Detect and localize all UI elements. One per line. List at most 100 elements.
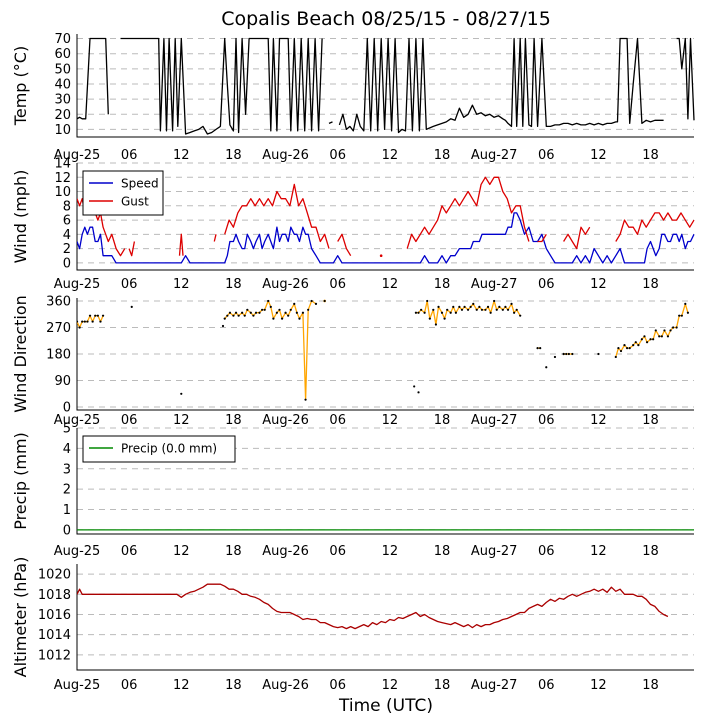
direction-xtick-label: 18 — [434, 413, 451, 428]
direction-marker — [180, 392, 183, 395]
direction-marker — [275, 311, 278, 314]
panel-direction: 0 90 180 270 360 Aug-25 06 12 18 Aug-26 06 12 18 Aug-… — [11, 294, 694, 428]
direction-marker — [77, 320, 79, 323]
direction-marker — [432, 308, 435, 311]
direction-marker — [280, 317, 284, 320]
direction-marker — [101, 314, 105, 317]
temp-line — [338, 37, 664, 134]
direction-ytick-label: 0 — [63, 401, 71, 416]
direction-marker — [562, 352, 565, 356]
direction-marker — [669, 329, 672, 332]
direction-plot-area — [77, 299, 690, 401]
precip-ytick-label: 2 — [63, 483, 71, 498]
altimeter-xtick-label: 18 — [225, 678, 242, 693]
direction-xtick-label: Aug-26 — [262, 413, 309, 428]
precip-xtick-label: Aug-25 — [54, 544, 101, 559]
direction-marker — [83, 320, 86, 323]
direction-marker — [310, 299, 313, 303]
direction-marker — [654, 329, 657, 332]
direction-marker — [437, 305, 440, 308]
direction-marker — [478, 305, 481, 308]
direction-marker — [81, 320, 84, 323]
temp-plot-area — [77, 37, 695, 135]
direction-ytick-label: 180 — [46, 348, 71, 363]
direction-marker — [498, 305, 501, 308]
temp-series-temp — [77, 37, 695, 135]
direction-line — [77, 315, 104, 329]
wind-line — [406, 176, 530, 249]
wind-line — [213, 234, 217, 242]
precip-legend-box — [82, 435, 236, 463]
temp-line — [77, 37, 109, 120]
wind-ytick-label: 10 — [54, 185, 71, 200]
direction-xtick-label: Aug-27 — [471, 413, 518, 428]
altimeter-ytick-label: 1018 — [38, 588, 71, 603]
direction-series-direction-isolated- — [130, 305, 600, 395]
temp-xtick-label: Aug-26 — [262, 148, 309, 163]
wind-line — [224, 183, 330, 249]
direction-marker — [666, 335, 670, 338]
temp-xtick-label: 12 — [382, 148, 399, 163]
direction-marker — [460, 308, 464, 311]
precip-xtick-label: 18 — [434, 544, 451, 559]
wind-line — [337, 233, 352, 257]
wind-xtick-label: 18 — [642, 277, 659, 292]
wind-ytick-label: 12 — [54, 171, 71, 186]
direction-ytick-label: 90 — [54, 374, 71, 389]
direction-marker — [301, 311, 305, 314]
temp-ytick-label: 40 — [54, 77, 71, 92]
temp-xtick-label: 18 — [225, 148, 242, 163]
direction-marker — [625, 347, 629, 350]
temp-line — [328, 121, 333, 124]
direction-marker — [258, 311, 261, 314]
wind-ytick-label: 2 — [63, 242, 71, 257]
direction-marker — [652, 338, 655, 341]
wind-ytick-label: 6 — [63, 214, 71, 229]
temp-xtick-label: 18 — [642, 148, 659, 163]
direction-marker — [243, 314, 246, 317]
altimeter-plot-area — [77, 583, 669, 630]
wind-line — [537, 233, 547, 243]
direction-marker — [519, 314, 522, 317]
temp-line — [120, 37, 323, 135]
direction-marker — [684, 302, 687, 305]
precip-y-axis-label: Precip (mm) — [11, 432, 30, 530]
temp-line — [676, 37, 695, 121]
direction-marker — [501, 308, 504, 311]
direction-marker — [94, 314, 97, 317]
direction-marker — [571, 352, 574, 356]
wind-xtick-label: 06 — [121, 277, 138, 292]
direction-xtick-label: 18 — [642, 413, 659, 428]
direction-marker — [91, 320, 94, 323]
direction-marker — [660, 335, 663, 338]
direction-marker — [658, 335, 661, 338]
wind-ytick-label: 0 — [63, 256, 71, 271]
direction-xtick-label: 18 — [225, 413, 242, 428]
wind-xtick-label: 06 — [538, 277, 555, 292]
direction-marker — [475, 308, 478, 311]
direction-marker — [545, 366, 548, 369]
wind-y-axis-label: Wind (mph) — [11, 170, 30, 264]
direction-marker — [463, 305, 466, 308]
direction-marker — [417, 311, 420, 314]
precip-xtick-label: 12 — [173, 544, 190, 559]
precip-ytick-label: 5 — [63, 422, 71, 437]
wind-line — [178, 233, 184, 256]
precip-ytick-label: 4 — [63, 442, 71, 457]
precip-xtick-label: 18 — [642, 544, 659, 559]
direction-marker — [449, 311, 452, 314]
direction-ytick-label: 270 — [46, 321, 71, 336]
wind-ytick-label: 14 — [54, 157, 71, 172]
wind-xtick-label: 18 — [434, 277, 451, 292]
temp-xtick-label: Aug-27 — [471, 148, 518, 163]
chart-title: Copalis Beach 08/25/15 - 08/27/15 — [221, 8, 551, 30]
wind-xtick-label: 12 — [173, 277, 190, 292]
altimeter-xtick-label: 06 — [329, 678, 346, 693]
direction-marker — [513, 311, 516, 314]
wind-xtick-label: 18 — [225, 277, 242, 292]
direction-marker — [678, 314, 681, 317]
